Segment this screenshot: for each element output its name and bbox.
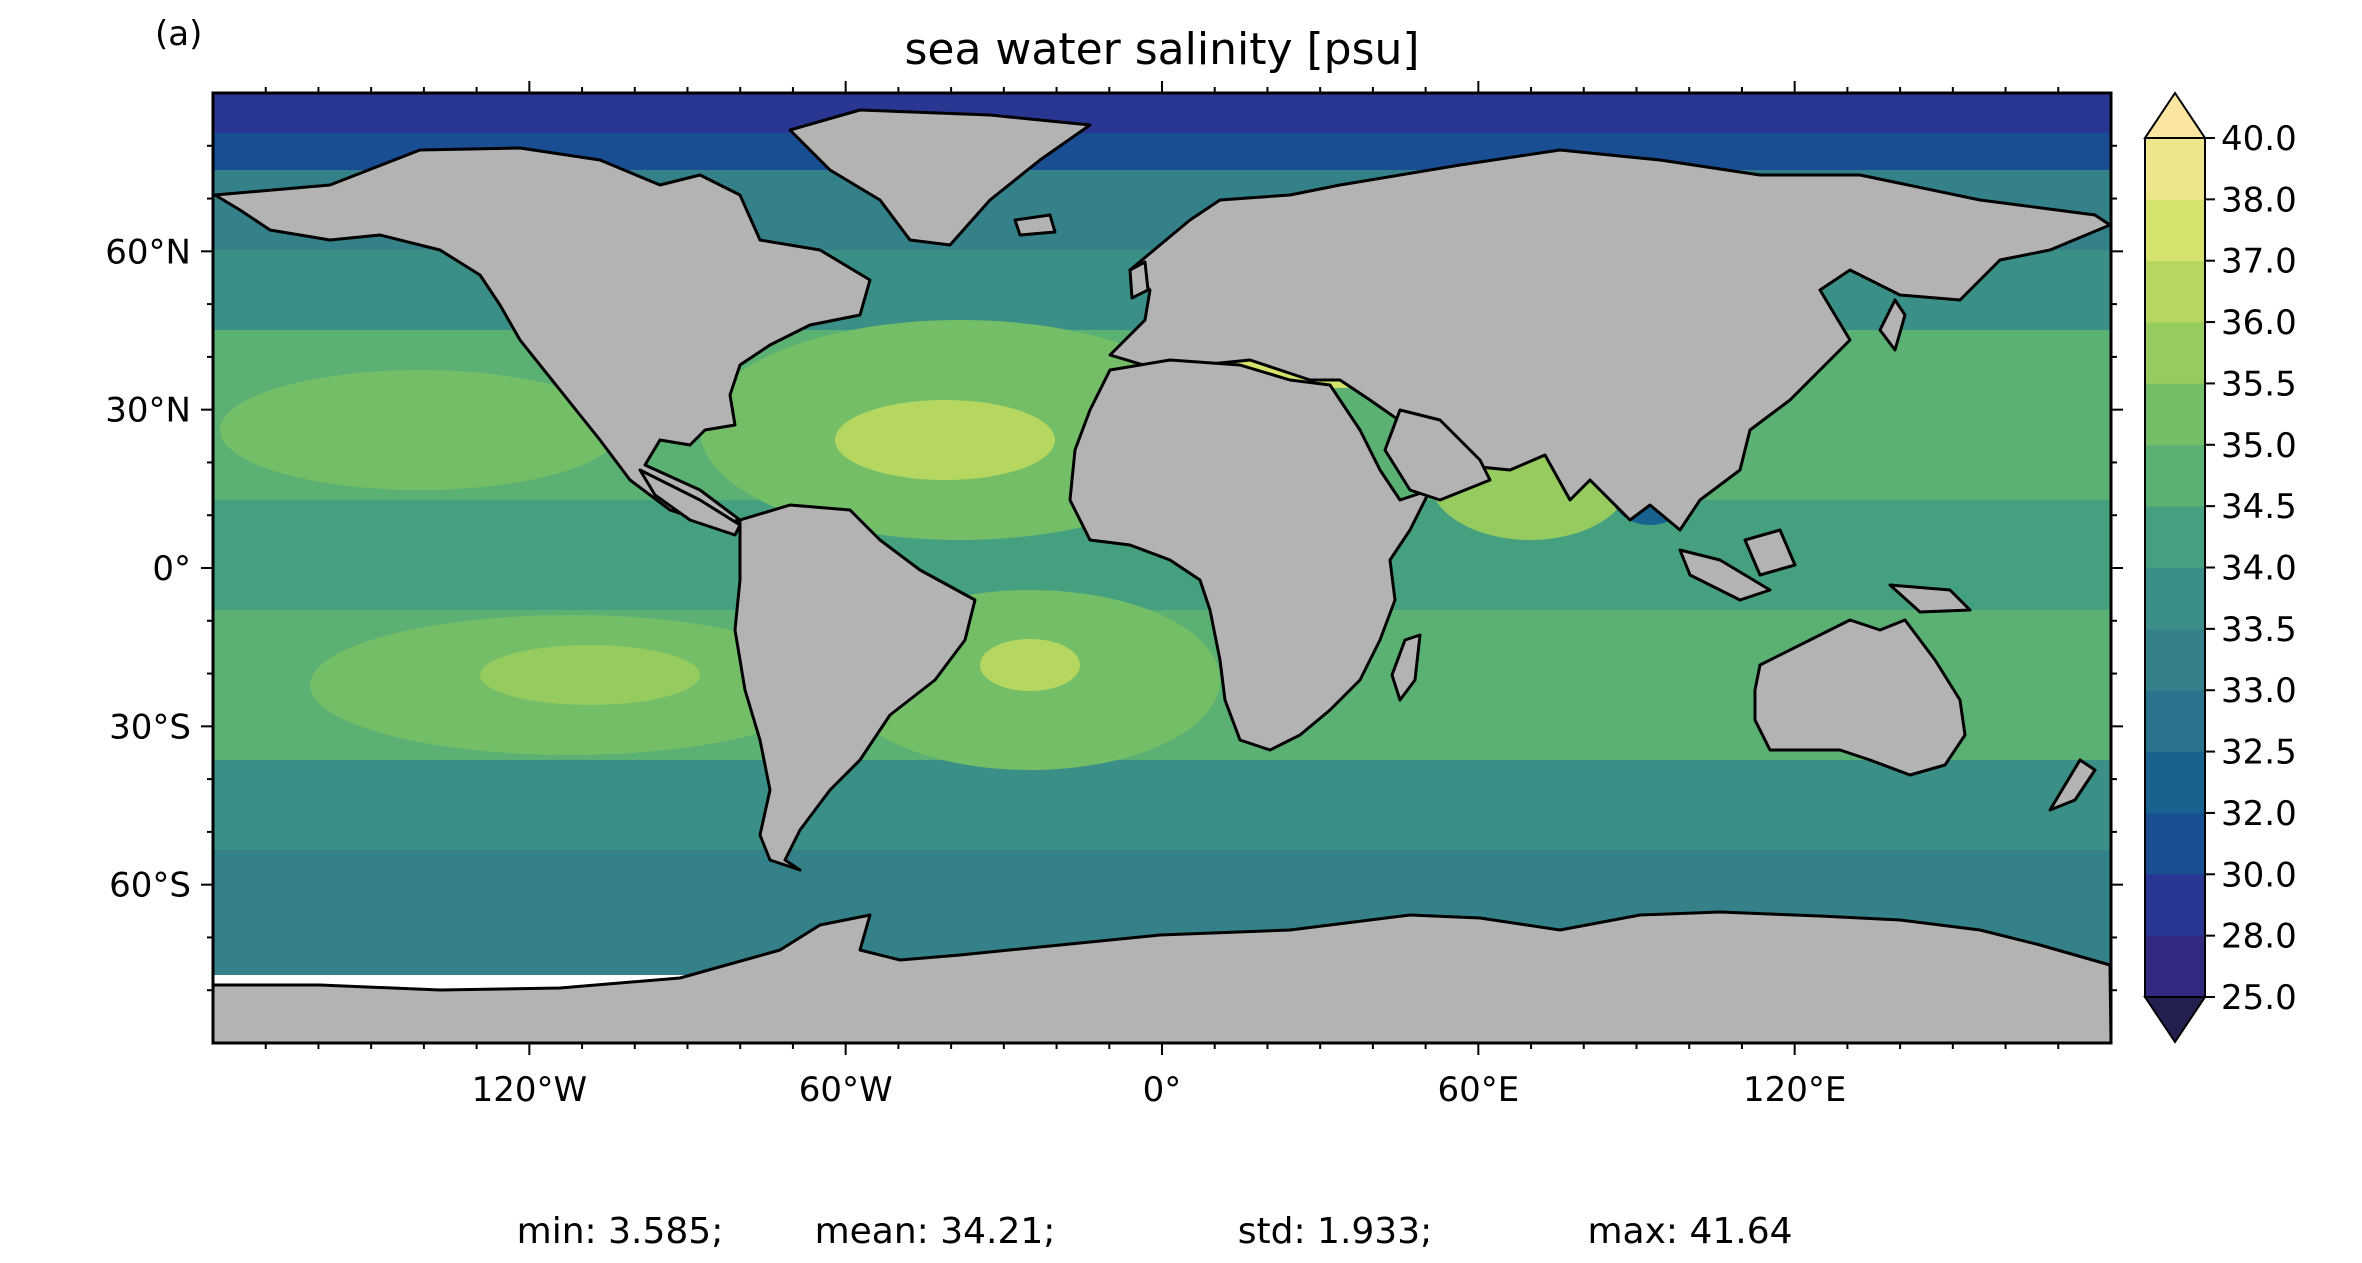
colorbar-tick-label: 37.0 (2221, 242, 2297, 282)
colorbar-segment (2145, 628, 2205, 691)
land-masses (213, 108, 2111, 1043)
south-america (733, 503, 977, 872)
colorbar-segment (2145, 260, 2205, 323)
colorbar-extend-min (2143, 996, 2207, 1044)
colorbar-tick-label: 33.5 (2221, 610, 2297, 650)
colorbar-segment (2145, 383, 2205, 446)
colorbar-segment (2145, 812, 2205, 875)
lat-tick-label: 60°S (109, 866, 191, 906)
salinity-map: 60°N 30°N 0° 30°S 60°S 120°W 60°W 0° 60°E 120°E (105, 81, 2123, 1110)
arctic-low-salinity (213, 93, 2111, 133)
japan (1878, 298, 1907, 352)
stat-std: std: 1.933; (1238, 1211, 1432, 1252)
colorbar-tick-label: 33.0 (2221, 671, 2297, 711)
colorbar-tick-label: 28.0 (2221, 917, 2297, 957)
madagascar (1390, 633, 1422, 702)
lat-tick-label: 60°N (105, 232, 191, 272)
central-america (638, 468, 742, 537)
colorbar-segment (2145, 874, 2205, 937)
colorbar-segment (2145, 444, 2205, 507)
colorbar-tick-label: 40.0 (2221, 119, 2297, 159)
north-pacific-gyre (220, 370, 620, 490)
colorbar: 25.0 28.0 30.0 32.0 32.5 33.0 33.5 34.0 34.5 35.0… (2143, 91, 2297, 1044)
borneo (1743, 528, 1797, 577)
arabia (1383, 408, 1492, 502)
british-isles (1128, 260, 1150, 300)
colorbar-segment (2145, 751, 2205, 814)
iceland (1013, 213, 1057, 237)
colorbar-segment (2145, 138, 2205, 200)
antarctica (213, 910, 2111, 1043)
north-atlantic-max (835, 400, 1055, 480)
colorbar-tick-label: 35.5 (2221, 364, 2297, 404)
colorbar-extend-max (2143, 91, 2207, 139)
colorbar-segment (2145, 199, 2205, 262)
colorbar-tick-label: 25.0 (2221, 978, 2297, 1018)
colorbar-tick-label: 35.0 (2221, 426, 2297, 466)
indonesia (1678, 548, 1772, 602)
south-indian-gyre (1340, 640, 1780, 760)
colorbar-tick-label: 36.0 (2221, 303, 2297, 343)
lat-tick-label: 0° (152, 549, 191, 589)
lon-tick-label: 120°E (1743, 1070, 1846, 1110)
colorbar-tick-label: 34.0 (2221, 549, 2297, 589)
colorbar-segment (2145, 322, 2205, 384)
colorbar-tick-label: 30.0 (2221, 855, 2297, 895)
south-pacific-max (480, 645, 700, 705)
eurasia (1108, 148, 2111, 532)
new-guinea (1888, 583, 1972, 614)
lat-tick-label: 30°S (109, 707, 191, 747)
south-midlat-band (213, 760, 2111, 850)
lon-tick-label: 0° (1143, 1070, 1182, 1110)
lon-tick-label: 120°W (472, 1070, 588, 1110)
colorbar-tick-label: 32.0 (2221, 794, 2297, 834)
south-atlantic-max (980, 639, 1080, 691)
stat-max: max: 41.64 (1587, 1211, 1792, 1252)
colorbar-segment (2145, 690, 2205, 753)
australia (1753, 618, 1967, 777)
colorbar-tick-label: 38.0 (2221, 180, 2297, 220)
statistics-row: min: 3.585; mean: 34.21; std: 1.933; max… (517, 1211, 1793, 1252)
colorbar-segment (2145, 567, 2205, 630)
colorbar-segment (2145, 506, 2205, 568)
africa (1068, 358, 1432, 752)
stat-mean: mean: 34.21; (815, 1211, 1056, 1252)
greenland (788, 108, 1092, 247)
map-title: sea water salinity [psu] (904, 24, 1419, 75)
north-america (213, 146, 872, 527)
lon-tick-label: 60°W (799, 1070, 893, 1110)
latitude-ticks: 60°N 30°N 0° 30°S 60°S (105, 144, 2123, 992)
stat-min: min: 3.585; (517, 1211, 724, 1252)
colorbar-tick-label: 32.5 (2221, 733, 2297, 773)
longitude-ticks: 120°W 60°W 0° 60°E 120°E (264, 81, 2060, 1110)
colorbar-tick-label: 34.5 (2221, 487, 2297, 527)
colorbar-segment (2145, 935, 2205, 998)
lon-tick-label: 60°E (1437, 1070, 1519, 1110)
panel-label: (a) (155, 14, 202, 54)
lat-tick-label: 30°N (105, 391, 191, 431)
new-zealand (2048, 758, 2097, 812)
